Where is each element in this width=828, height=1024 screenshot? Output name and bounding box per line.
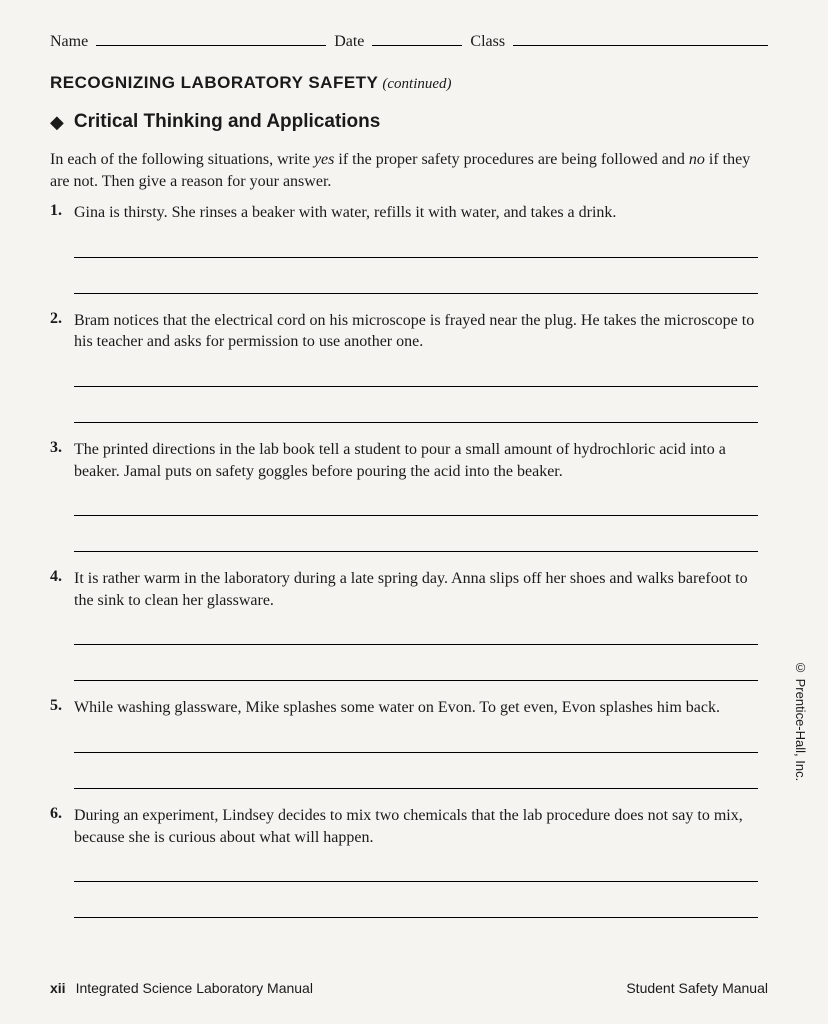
class-blank[interactable]	[513, 30, 768, 46]
date-label: Date	[334, 33, 364, 51]
question-row: 5. While washing glassware, Mike splashes…	[50, 697, 768, 719]
footer: xii Integrated Science Laboratory Manual…	[50, 980, 768, 996]
question-row: 3.The printed directions in the lab book…	[50, 439, 768, 482]
footer-left: xii Integrated Science Laboratory Manual	[50, 980, 313, 996]
question-block: 6.During an experiment, Lindsey decides …	[50, 805, 768, 918]
question-text: The printed directions in the lab book t…	[74, 439, 768, 482]
diamond-icon: ◆	[50, 112, 64, 133]
continued-label: (continued)	[382, 76, 451, 92]
question-text: It is rather warm in the laboratory duri…	[74, 568, 768, 611]
questions-container: 1. Gina is thirsty. She rinses a beaker w…	[50, 202, 768, 918]
question-number: 5.	[50, 697, 68, 719]
answer-line[interactable]	[74, 769, 758, 789]
question-number: 1.	[50, 202, 68, 224]
answer-line[interactable]	[74, 274, 758, 294]
footer-left-text: Integrated Science Laboratory Manual	[76, 980, 313, 996]
instr-part1: In each of the following situations, wri…	[50, 151, 314, 168]
answer-line[interactable]	[74, 367, 758, 387]
question-row: 6.During an experiment, Lindsey decides …	[50, 805, 768, 848]
header-row: Name Date Class	[50, 30, 768, 51]
question-text: Gina is thirsty. She rinses a beaker wit…	[74, 202, 616, 224]
answer-line[interactable]	[74, 625, 758, 645]
question-number: 4.	[50, 568, 68, 611]
subsection-title: Critical Thinking and Applications	[74, 111, 381, 133]
section-title-row: RECOGNIZING LABORATORY SAFETY (continued…	[50, 73, 768, 93]
name-label: Name	[50, 33, 88, 51]
question-number: 3.	[50, 439, 68, 482]
question-block: 5. While washing glassware, Mike splashes…	[50, 697, 768, 789]
question-row: 4.It is rather warm in the laboratory du…	[50, 568, 768, 611]
question-text: Bram notices that the electrical cord on…	[74, 310, 768, 353]
answer-line[interactable]	[74, 862, 758, 882]
name-blank[interactable]	[96, 30, 326, 46]
instr-yes: yes	[314, 151, 334, 168]
instructions: In each of the following situations, wri…	[50, 149, 768, 192]
answer-line[interactable]	[74, 532, 758, 552]
question-row: 2.Bram notices that the electrical cord …	[50, 310, 768, 353]
question-text: While washing glassware, Mike splashes s…	[74, 697, 720, 719]
footer-right-text: Student Safety Manual	[626, 980, 768, 996]
answer-line[interactable]	[74, 403, 758, 423]
question-number: 2.	[50, 310, 68, 353]
question-text: During an experiment, Lindsey decides to…	[74, 805, 768, 848]
page-number: xii	[50, 980, 66, 996]
subsection-row: ◆ Critical Thinking and Applications	[50, 111, 768, 133]
question-block: 4.It is rather warm in the laboratory du…	[50, 568, 768, 681]
date-blank[interactable]	[372, 30, 462, 46]
question-block: 1. Gina is thirsty. She rinses a beaker w…	[50, 202, 768, 294]
instr-no: no	[689, 151, 705, 168]
question-block: 3.The printed directions in the lab book…	[50, 439, 768, 552]
answer-line[interactable]	[74, 238, 758, 258]
answer-line[interactable]	[74, 661, 758, 681]
answer-line[interactable]	[74, 733, 758, 753]
answer-line[interactable]	[74, 898, 758, 918]
question-block: 2.Bram notices that the electrical cord …	[50, 310, 768, 423]
class-label: Class	[470, 33, 505, 51]
instr-part2: if the proper safety procedures are bein…	[334, 151, 689, 168]
question-number: 6.	[50, 805, 68, 848]
section-title: RECOGNIZING LABORATORY SAFETY	[50, 73, 378, 92]
copyright-text: © Prentice-Hall, Inc.	[793, 660, 808, 781]
question-row: 1. Gina is thirsty. She rinses a beaker w…	[50, 202, 768, 224]
answer-line[interactable]	[74, 496, 758, 516]
